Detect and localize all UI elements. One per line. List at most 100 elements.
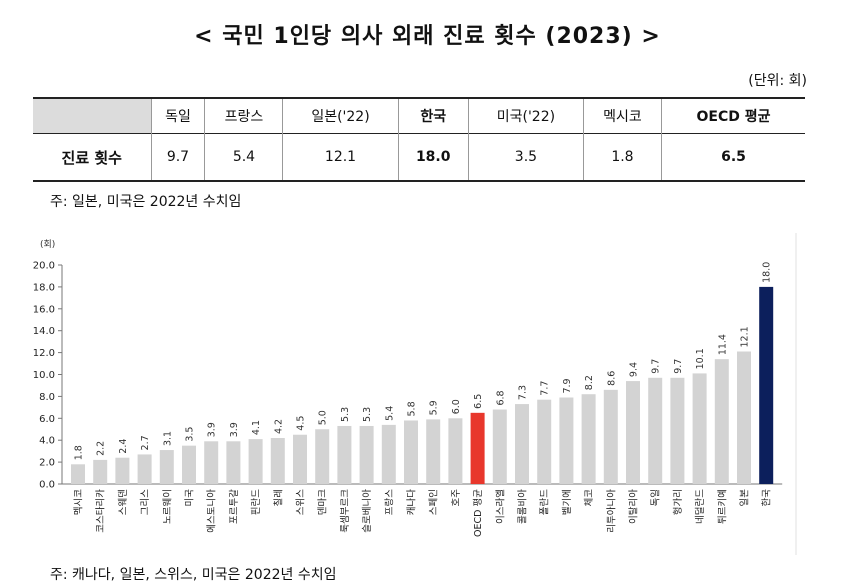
x-tick-label: 헝가리	[673, 489, 684, 515]
x-tick-label: 덴마크	[318, 489, 329, 515]
bar	[581, 394, 596, 484]
bar	[337, 425, 352, 484]
bar-value-label: 5.8	[407, 401, 418, 416]
table-cell: 3.5	[467, 133, 584, 181]
x-tick-label: 미국	[185, 489, 196, 507]
table-cell: 18.0	[397, 133, 469, 181]
bar	[359, 425, 374, 484]
bar-value-label: 2.4	[118, 439, 129, 454]
bar-value-label: 18.0	[762, 262, 773, 283]
bar-value-label: 6.0	[451, 399, 462, 414]
bar-value-label: 11.4	[717, 334, 728, 355]
table-header-cell: 독일	[150, 98, 206, 134]
y-tick-label: 6.0	[39, 414, 55, 425]
x-tick-label: 스페인	[429, 489, 440, 515]
table-note: 주: 일본, 미국은 2022년 수치임	[50, 194, 242, 210]
bar	[226, 441, 241, 484]
bar-value-label: 12.1	[740, 326, 751, 347]
y-tick-label: 14.0	[33, 326, 55, 337]
bar	[204, 441, 219, 484]
bar-value-label: 9.7	[651, 359, 662, 374]
table-cell: 5.4	[204, 133, 284, 181]
bar	[714, 359, 729, 484]
bar	[182, 445, 196, 484]
y-unit-label: (회)	[40, 239, 55, 250]
bar	[315, 429, 330, 484]
bar-value-label: 4.1	[251, 420, 262, 435]
x-tick-label: 스위스	[295, 489, 307, 515]
bar-value-label: 9.7	[673, 359, 684, 374]
x-tick-label: OECD 평균	[473, 489, 484, 537]
bar	[71, 464, 85, 484]
chart-note: 주: 캐나다, 일본, 스위스, 미국은 2022년 수치임	[50, 567, 337, 583]
table-row: 진료 횟수 9.7 5.4 12.1 18.0 3.5 1.8 6.5	[33, 133, 805, 181]
y-tick-label: 0.0	[39, 480, 55, 491]
x-tick-label: 룩셈부르크	[340, 489, 351, 533]
x-tick-label: 칠레	[273, 489, 284, 506]
page-title: < 국민 1인당 의사 외래 진료 횟수 (2023) >	[194, 24, 661, 49]
bar-value-label: 8.6	[606, 371, 617, 386]
x-tick-label: 이스라엘	[495, 489, 506, 524]
y-tick-label: 2.0	[39, 458, 55, 469]
x-tick-label: 이탈리아	[628, 489, 640, 524]
bar	[159, 450, 174, 484]
table-header-cell: 미국('22)	[467, 98, 584, 134]
bar-chart: (회) 0.0 2.0 4.0 6.0 8.0 10.0 12.0 14.0 16.0 18.0 20…	[33, 233, 797, 555]
bar	[293, 434, 307, 484]
bar-value-label: 7.3	[518, 385, 529, 400]
x-tick-label: 네덜란드	[694, 489, 706, 524]
bar	[759, 286, 774, 484]
bar-value-label: 1.8	[74, 445, 85, 460]
bar-value-label: 5.0	[318, 410, 329, 425]
x-tick-label: 핀란드	[250, 489, 262, 515]
y-tick-label: 8.0	[39, 392, 55, 403]
bar	[737, 351, 751, 484]
x-tick-label: 폴란드	[539, 489, 551, 515]
bar-value-label: 10.1	[695, 348, 706, 369]
bar	[137, 454, 152, 484]
table-cell: 1.8	[582, 133, 663, 181]
bar	[115, 457, 130, 484]
y-tick-label: 18.0	[33, 282, 55, 293]
x-tick-label: 한국	[762, 489, 773, 507]
bar-value-label: 3.5	[185, 427, 196, 442]
y-tick-label: 4.0	[39, 436, 55, 447]
table-header-cell: 프랑스	[204, 98, 284, 134]
bar	[626, 381, 640, 484]
table-cell: 6.5	[661, 133, 805, 181]
bar	[248, 439, 263, 484]
x-tick-label: 독일	[651, 489, 662, 506]
bar-value-label: 9.4	[629, 362, 640, 377]
bar-value-label: 5.9	[429, 400, 440, 415]
x-tick-label: 리투아니아	[606, 489, 617, 533]
bar-value-label: 2.2	[96, 441, 107, 456]
bar	[492, 409, 507, 484]
x-tick-label: 캐나다	[407, 489, 418, 515]
table-cell: 9.7	[150, 133, 206, 181]
bar-value-label: 7.9	[562, 378, 573, 393]
table-header-cell	[33, 98, 152, 134]
bar-value-label: 6.8	[495, 390, 506, 405]
bar	[381, 424, 396, 484]
bar-value-label: 4.2	[273, 419, 284, 434]
table-header-cell: 멕시코	[582, 98, 663, 134]
x-tick-label: 벨기에	[562, 489, 573, 515]
bar	[270, 438, 285, 484]
summary-table: 독일 프랑스 일본('22) 한국 미국('22) 멕시코 OECD 평균 진료…	[33, 97, 805, 182]
bar	[470, 412, 485, 484]
bar	[670, 377, 685, 484]
y-tick-label: 16.0	[33, 304, 55, 315]
y-tick-label: 12.0	[33, 348, 55, 359]
table-row-label: 진료 횟수	[33, 133, 152, 181]
x-tick-label: 노르웨이	[161, 489, 173, 524]
bar-value-label: 4.5	[296, 416, 307, 431]
bar	[515, 404, 529, 484]
x-tick-label: 체코	[584, 489, 595, 507]
x-tick-label: 콜롬비아	[518, 489, 529, 524]
x-tick-label: 멕시코	[74, 489, 85, 515]
x-tick-label: 프랑스	[383, 489, 395, 515]
bar-value-label: 5.3	[340, 407, 351, 422]
y-tick-label: 10.0	[33, 370, 55, 381]
y-tick-label: 20.0	[33, 261, 55, 272]
bar-value-label: 5.4	[384, 406, 395, 421]
